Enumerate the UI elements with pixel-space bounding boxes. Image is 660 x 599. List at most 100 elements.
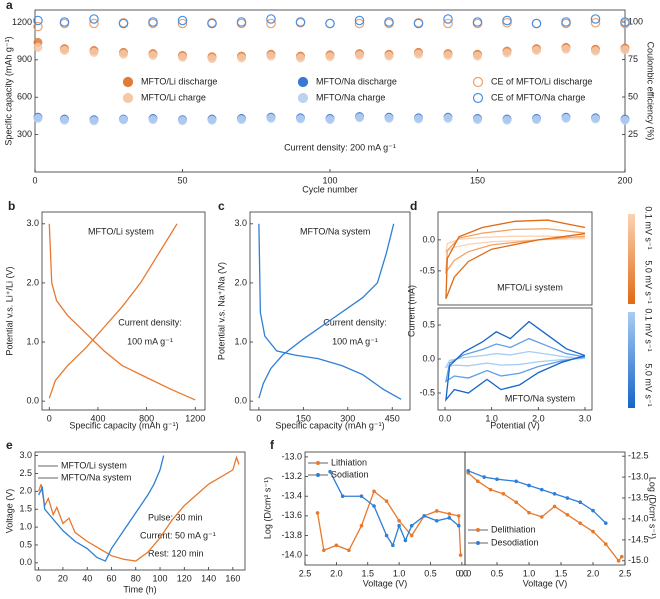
data-point	[447, 516, 452, 520]
y-tick-label: 0.0	[234, 396, 247, 406]
data-point	[502, 115, 512, 125]
y2-tick-label: 100	[628, 16, 643, 26]
x-tick-label: 120	[177, 573, 192, 583]
y-tick-label: 900	[17, 54, 32, 64]
legend-label: MFTO/Na discharge	[316, 76, 397, 86]
x-tick-label: 2.0	[532, 413, 545, 423]
data-point	[473, 51, 482, 61]
data-point	[414, 114, 423, 124]
x-tick-label: 2.0	[330, 568, 343, 578]
legend-marker	[472, 76, 484, 88]
x-tick-label: 1200	[185, 413, 205, 423]
data-point	[434, 509, 439, 513]
data-point	[397, 518, 401, 523]
data-line	[258, 223, 402, 400]
y-axis-title: Current (mA)	[406, 285, 416, 337]
annotation: Current density:	[323, 317, 387, 327]
data-point	[89, 14, 99, 24]
data-point	[354, 18, 365, 29]
data-point	[434, 518, 439, 523]
data-point	[60, 46, 69, 55]
legend-marker	[476, 528, 480, 532]
y-tick-label: 0.5	[422, 319, 435, 329]
legend-marker	[476, 541, 480, 545]
y2-tick-label: 25	[628, 129, 638, 139]
legend-marker	[297, 92, 309, 104]
x-tick-label: 100	[153, 573, 168, 583]
data-point	[458, 553, 463, 557]
data-point	[488, 487, 493, 492]
data-point	[540, 515, 544, 519]
data-point	[359, 523, 364, 528]
data-point	[590, 17, 601, 28]
x-tick-label: 2.5	[619, 568, 632, 578]
data-point	[552, 504, 557, 509]
data-point	[334, 543, 339, 548]
y-tick-label: 2.0	[19, 486, 32, 496]
y-tick-label: 0.0	[422, 234, 435, 244]
data-point	[531, 18, 542, 29]
data-point	[33, 15, 43, 26]
annotation: MFTO/Li system	[497, 282, 563, 292]
y-tick-label: 1200	[12, 17, 32, 27]
x-tick-label: 0.0	[439, 413, 452, 423]
legend-label: Lithiation	[331, 457, 367, 467]
data-point	[322, 548, 326, 553]
data-point	[33, 42, 43, 52]
data-point	[384, 51, 394, 61]
data-point	[565, 496, 570, 500]
data-point	[620, 17, 630, 27]
colorbar	[628, 214, 635, 304]
y-tick-label: 300	[17, 129, 32, 139]
data-point	[409, 533, 414, 538]
data-line	[467, 472, 623, 562]
y-tick-label: 0.0	[422, 353, 435, 363]
x-axis-title: Specific capacity (mAh g⁻¹)	[69, 420, 178, 430]
data-point	[178, 116, 187, 126]
data-point	[237, 53, 246, 63]
legend-label: MFTO/Na charge	[316, 92, 385, 102]
panel-label: d	[410, 199, 417, 213]
data-point	[296, 53, 305, 63]
data-point	[372, 489, 376, 494]
data-point	[359, 494, 364, 499]
data-point	[466, 469, 471, 473]
annotation: 100 mA g⁻¹	[332, 336, 378, 346]
y2-axis-title: Coulombic efficiency (%)	[646, 42, 656, 141]
y-tick-label: 0.5	[19, 539, 32, 549]
panel-label: b	[8, 199, 15, 213]
data-point	[325, 115, 335, 125]
data-point	[482, 475, 487, 479]
data-point	[384, 113, 394, 123]
data-point	[177, 15, 188, 26]
data-point	[591, 46, 600, 56]
data-point	[148, 115, 158, 125]
annotation: MFTO/Na system	[505, 393, 575, 403]
annotation: Current density:	[118, 317, 182, 327]
panel-label: f	[270, 438, 275, 452]
data-point	[33, 21, 43, 32]
data-point	[495, 477, 499, 482]
y-axis-title: Log (D/cm² s⁻¹)	[262, 477, 272, 539]
data-point	[561, 44, 571, 54]
panel-label: a	[6, 0, 13, 12]
data-point	[89, 116, 99, 126]
colorbar	[628, 312, 635, 408]
annotation: 0.1 mV s⁻¹	[644, 206, 654, 249]
data-point	[422, 514, 427, 518]
y-axis-title: Potential v.s. Li⁺/Li (V)	[4, 266, 14, 355]
x-tick-label: 200	[617, 175, 632, 185]
x-tick-label: 60	[106, 573, 116, 583]
data-point	[591, 529, 595, 534]
data-line	[444, 350, 586, 369]
data-point	[266, 113, 276, 123]
data-point	[296, 114, 305, 124]
data-point	[413, 18, 424, 29]
data-line	[258, 223, 395, 399]
data-point	[236, 17, 247, 27]
data-point	[616, 559, 621, 563]
data-line	[445, 235, 586, 253]
data-point	[414, 49, 423, 59]
data-point	[472, 17, 483, 27]
